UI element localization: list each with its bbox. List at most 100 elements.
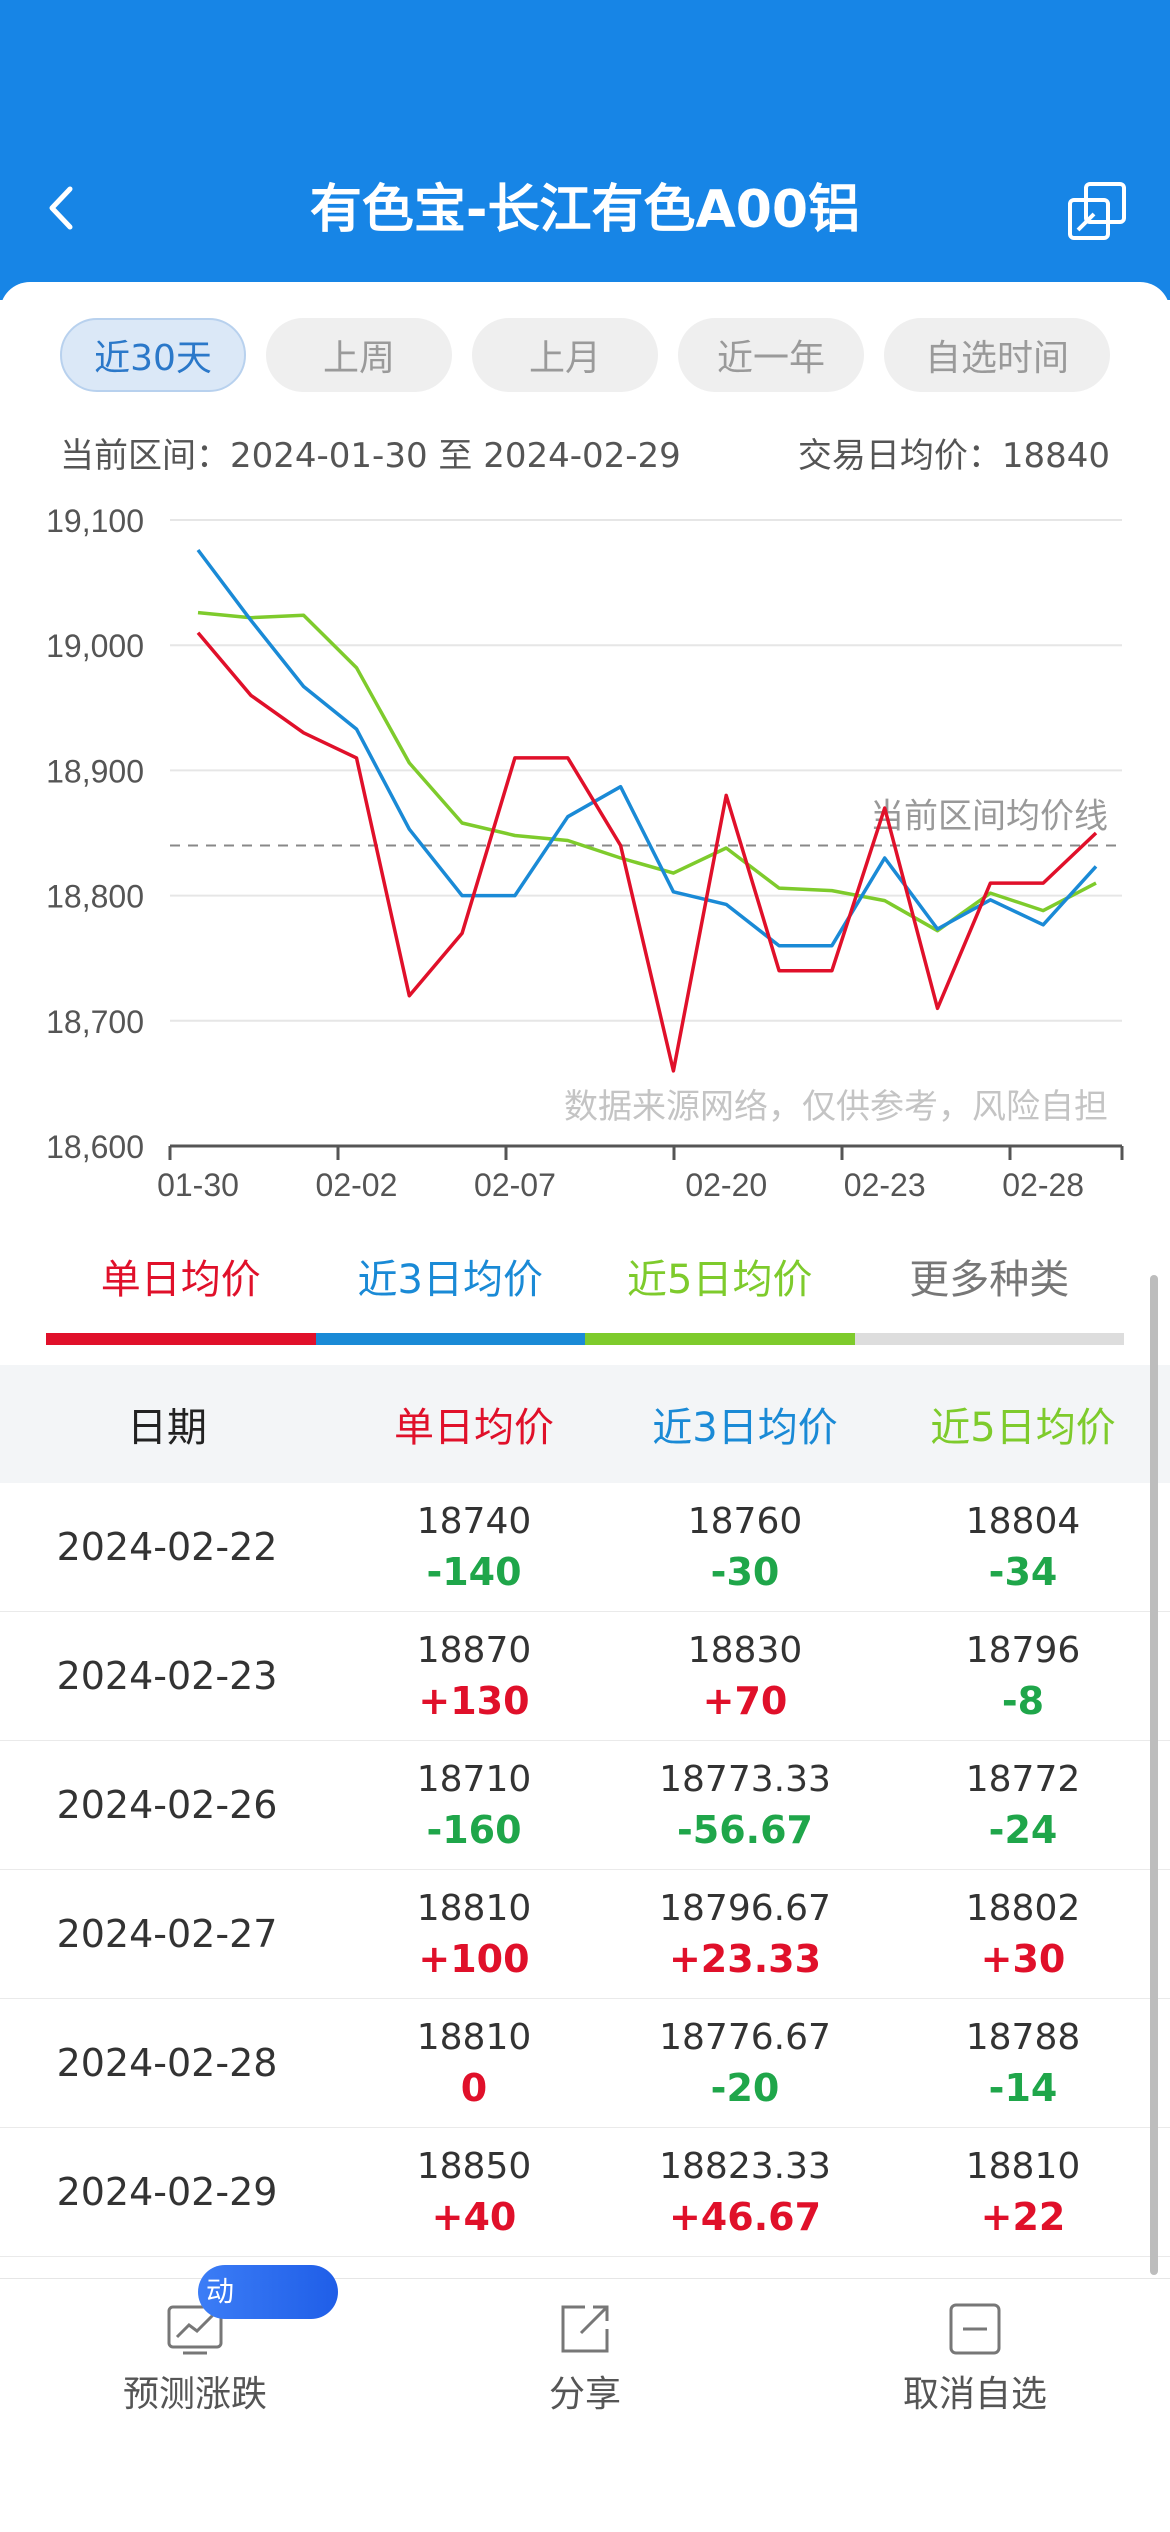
series-tabs: 单日均价 近3日均价 近5日均价 更多种类 [46,1245,1124,1345]
header-date: 日期 [127,1405,207,1451]
row-cell: 18740 -140 [334,1497,614,1597]
tab-more-types-bar [854,1333,1124,1345]
row-date: 2024-02-29 [56,2170,278,2214]
table-row: 2024-02-26 18710 -160 18773.33 -56.67 18772 -2… [0,1741,1170,1870]
cell-change: +130 [418,1679,530,1723]
row-cell: 18810 0 [334,2013,614,2113]
export-button[interactable] [1064,178,1130,244]
row-cell: 18772 -24 [876,1755,1170,1855]
share-button[interactable]: 分享 [390,2279,780,2428]
x-tick-label: 02-02 [316,1167,398,1203]
top-bar: 有色宝-长江有色A00铝 [0,0,1170,300]
cell-value: 18796.67 [659,1888,831,1929]
y-tick-label: 18,700 [46,1004,144,1040]
average-line-label: 当前区间均价线 [870,797,1108,837]
table-row: 2024-02-27 18810 +100 18796.67 +23.33 18802 +3… [0,1870,1170,1999]
tab-custom-range[interactable]: 自选时间 [884,318,1110,392]
cell-change: +46.67 [668,2195,822,2239]
tab-3-day-average-bar [315,1333,585,1345]
cell-change: +100 [418,1937,530,1981]
series-line-3 [197,610,1097,933]
y-tick-label: 19,100 [46,503,144,539]
tab-daily-average[interactable]: 单日均价 [46,1245,316,1345]
table-row: 2024-02-22 18740 -140 18760 -30 18804 -34 [0,1483,1170,1612]
cell-change: -14 [988,2066,1058,2110]
share-icon [561,2305,609,2353]
cell-value: 18810 [416,2017,532,2058]
bottom-bar: 动 预测涨跌 分享 取消自选 [0,2265,1170,2428]
tab-more-types-label: 更多种类 [909,1257,1070,1303]
row-cell: 18802 +30 [876,1884,1170,1984]
predict-badge: 动 [198,2265,338,2319]
row-cell: 18870 +130 [334,1626,614,1726]
series-line-2 [196,548,1098,948]
y-tick-label: 18,900 [46,753,144,789]
cell-change: -34 [988,1550,1058,1594]
row-cell: 18810 +100 [334,1884,614,1984]
cell-change: -160 [426,1808,522,1852]
home-indicator-area [0,2428,1170,2532]
cell-change: +70 [702,1679,788,1723]
row-cell: 18788 -14 [876,2013,1170,2113]
table-row: 2024-02-28 18810 0 18776.67 -20 18788 -14 [0,1999,1170,2128]
cell-value: 18772 [965,1759,1081,1800]
cell-value: 18796 [965,1630,1081,1671]
row-date: 2024-02-27 [56,1912,278,1956]
y-tick-label: 18,800 [46,879,144,915]
tab-3-day-average[interactable]: 近3日均价 [315,1245,585,1345]
row-cell: 18850 +40 [334,2142,614,2242]
cell-value: 18710 [416,1759,532,1800]
tab-3-day-average-label: 近3日均价 [357,1257,543,1303]
predict-button[interactable]: 动 预测涨跌 [0,2265,390,2428]
tab-daily-average-bar [46,1333,316,1345]
tab-last-month[interactable]: 上月 [472,318,658,392]
row-cell: 18710 -160 [334,1755,614,1855]
tab-more-types[interactable]: 更多种类 [854,1245,1124,1345]
row-cell: 18796 -8 [876,1626,1170,1726]
remove-watchlist-label: 取消自选 [902,2374,1047,2415]
row-cell: 18773.33 -56.67 [614,1755,876,1855]
cell-change: +23.33 [668,1937,822,1981]
price-table: 日期 单日均价 近3日均价 近5日均价 2024-02-22 18740 -140 1… [0,1365,1170,2257]
x-tick-label: 02-20 [685,1167,767,1203]
range-tabs: 近30天 上周 上月 近一年 自选时间 [60,318,1110,392]
row-cell: 18804 -34 [876,1497,1170,1597]
scrollbar[interactable] [1150,1275,1158,2275]
cell-value: 18740 [416,1501,532,1542]
cell-change: -140 [426,1550,522,1594]
row-date: 2024-02-22 [56,1525,278,1569]
x-tick-label: 02-28 [1002,1167,1084,1203]
tab-last-year[interactable]: 近一年 [678,318,864,392]
interval-info: 当前区间：2024-01-30 至 2024-02-29 交易日均价：18840 [60,428,1110,478]
row-date: 2024-02-28 [56,2041,278,2085]
x-tick-label: 02-07 [474,1167,556,1203]
row-cell: 18830 +70 [614,1626,876,1726]
cell-value: 18804 [965,1501,1081,1542]
interval-range: 当前区间：2024-01-30 至 2024-02-29 [60,436,681,476]
price-line-chart: 18,600 18,700 18,800 18,900 19,000 19,100 01-3… [46,503,1124,1203]
tab-last-week[interactable]: 上周 [266,318,452,392]
cell-change: -56.67 [677,1808,813,1852]
cell-value: 18870 [416,1630,532,1671]
cell-value: 18760 [687,1501,803,1542]
cell-change: +40 [431,2195,517,2239]
chart-watermark: 数据来源网络，仅供参考，风险自担 [564,1087,1108,1127]
interval-average: 交易日均价：18840 [797,436,1110,476]
row-cell: 18810 +22 [876,2142,1170,2242]
table-row: 2024-02-29 18850 +40 18823.33 +46.67 18810 +22 [0,2128,1170,2257]
remove-watchlist-button[interactable]: 取消自选 [780,2279,1170,2428]
cell-change: -8 [1001,1679,1045,1723]
tab-5-day-average-label: 近5日均价 [627,1257,813,1303]
page-title: 有色宝-长江有色A00铝 [309,180,861,240]
y-tick-label: 18,600 [46,1129,144,1165]
remove-watchlist-icon [949,2303,1001,2355]
cell-change: -30 [710,1550,780,1594]
cell-change: -20 [710,2066,780,2110]
tab-30-days[interactable]: 近30天 [60,318,246,392]
x-tick-label: 01-30 [157,1167,239,1203]
back-button[interactable] [36,178,86,238]
cell-value: 18850 [416,2146,532,2187]
tab-5-day-average[interactable]: 近5日均价 [585,1245,855,1345]
x-tick-label: 02-23 [844,1167,926,1203]
cell-value: 18788 [965,2017,1081,2058]
